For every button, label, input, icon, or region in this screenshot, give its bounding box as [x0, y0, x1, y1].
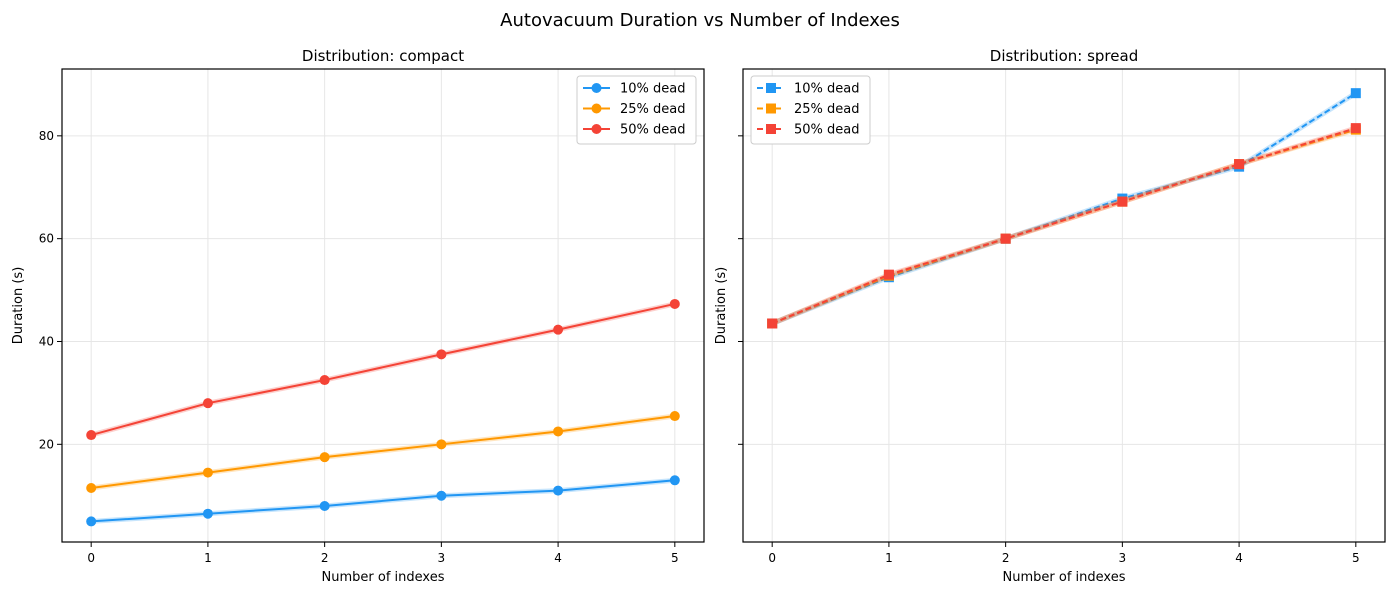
series-50pct-dead-point	[1234, 159, 1245, 170]
series-10pct-dead-point	[202, 508, 213, 519]
y-axis-label: Duration (s)	[11, 267, 26, 345]
series-50pct-dead-point	[883, 269, 894, 280]
series-10pct-dead-point	[553, 485, 564, 496]
plot-frame	[61, 68, 705, 543]
series-50pct-dead-point	[319, 375, 330, 386]
series-50pct-dead-band	[771, 125, 1357, 326]
x-tick-label: 1	[204, 551, 212, 565]
x-axis-label: Number of indexes	[1003, 570, 1126, 585]
legend-swatch-marker	[591, 103, 602, 114]
x-tick-label: 1	[885, 551, 893, 565]
series-25pct-dead-point	[553, 426, 564, 437]
series-10pct-dead-point	[86, 516, 97, 527]
series-25pct-dead-point	[86, 483, 97, 494]
series-50pct-dead-point	[669, 298, 680, 309]
legend-label: 10% dead	[620, 82, 686, 97]
series-25pct-dead-line	[91, 415, 675, 490]
y-axis-label: Duration (s)	[714, 267, 729, 345]
legend: 10% dead 25% dead 50% dead	[750, 75, 871, 145]
series-10pct-dead-point	[436, 490, 447, 501]
series-50pct-dead-point	[1117, 196, 1128, 207]
legend-label: 10% dead	[794, 82, 860, 97]
y-tick-label: 40	[39, 334, 54, 348]
x-axis-label: Number of indexes	[322, 570, 445, 585]
x-tick-label: 5	[671, 551, 679, 565]
series-10pct-dead-point	[669, 475, 680, 486]
x-tick-label: 3	[1119, 551, 1127, 565]
x-tick-label: 0	[87, 551, 95, 565]
legend-swatch-marker	[766, 124, 776, 134]
series-50pct-dead-point	[202, 398, 213, 409]
legend-swatch-marker	[591, 83, 602, 93]
series-50pct-dead-point	[767, 318, 778, 329]
series-25pct-dead-band	[771, 127, 1357, 326]
x-tick-label: 0	[768, 551, 776, 565]
legend-box	[750, 75, 871, 145]
panel-title-compact: Distribution: compact	[302, 47, 464, 65]
y-tick-label: 80	[39, 129, 54, 143]
series-25pct-dead-line	[771, 128, 1357, 325]
y-tick-label: 60	[39, 232, 54, 246]
series-50pct-dead-line	[771, 127, 1357, 325]
series-50pct-dead-point	[1000, 233, 1011, 244]
series-50pct-dead-line	[90, 302, 676, 437]
legend-label: 50% dead	[620, 123, 686, 138]
series-50pct-dead-point	[553, 324, 564, 335]
legend-label: 25% dead	[794, 102, 860, 117]
legend-swatch-marker	[766, 83, 776, 93]
series-25pct-dead-point	[436, 439, 447, 450]
x-tick-label: 4	[554, 551, 562, 565]
x-tick-label: 2	[1002, 551, 1010, 565]
legend-label: 50% dead	[794, 123, 860, 138]
chart-panel-compact: Distribution: compact 0 1 2 3 4 5 20 40 60 80 Numbe…	[11, 47, 705, 585]
chart-panel-spread: Distribution: spread 0 1 2 3 4 5 Number of inde…	[714, 47, 1386, 585]
x-tick-label: 3	[438, 551, 446, 565]
series-50pct-dead-point	[436, 349, 447, 360]
legend-box	[576, 75, 697, 145]
legend-swatch-marker	[766, 103, 776, 114]
series-10pct-dead-line	[771, 92, 1357, 325]
series-10pct-dead-point	[1350, 88, 1361, 99]
series-25pct-dead-point	[319, 452, 330, 463]
series-10pct-dead-line	[91, 479, 675, 523]
series-25pct-dead-point	[202, 467, 213, 478]
legend-label: 25% dead	[620, 102, 686, 117]
series-10pct-dead-point	[319, 501, 330, 512]
x-tick-label: 2	[321, 551, 329, 565]
legend: 10% dead 25% dead 50% dead	[576, 75, 697, 145]
x-tick-label: 4	[1235, 551, 1243, 565]
series-50pct-dead-point	[86, 430, 97, 441]
legend-swatch-marker	[591, 124, 602, 134]
figure-title: Autovacuum Duration vs Number of Indexes	[500, 10, 900, 31]
series-50pct-dead-point	[1350, 123, 1361, 134]
x-tick-label: 5	[1352, 551, 1360, 565]
plot-frame	[742, 68, 1386, 543]
series-25pct-dead-point	[669, 411, 680, 422]
y-tick-label: 20	[39, 437, 54, 451]
panel-title-spread: Distribution: spread	[990, 47, 1138, 65]
